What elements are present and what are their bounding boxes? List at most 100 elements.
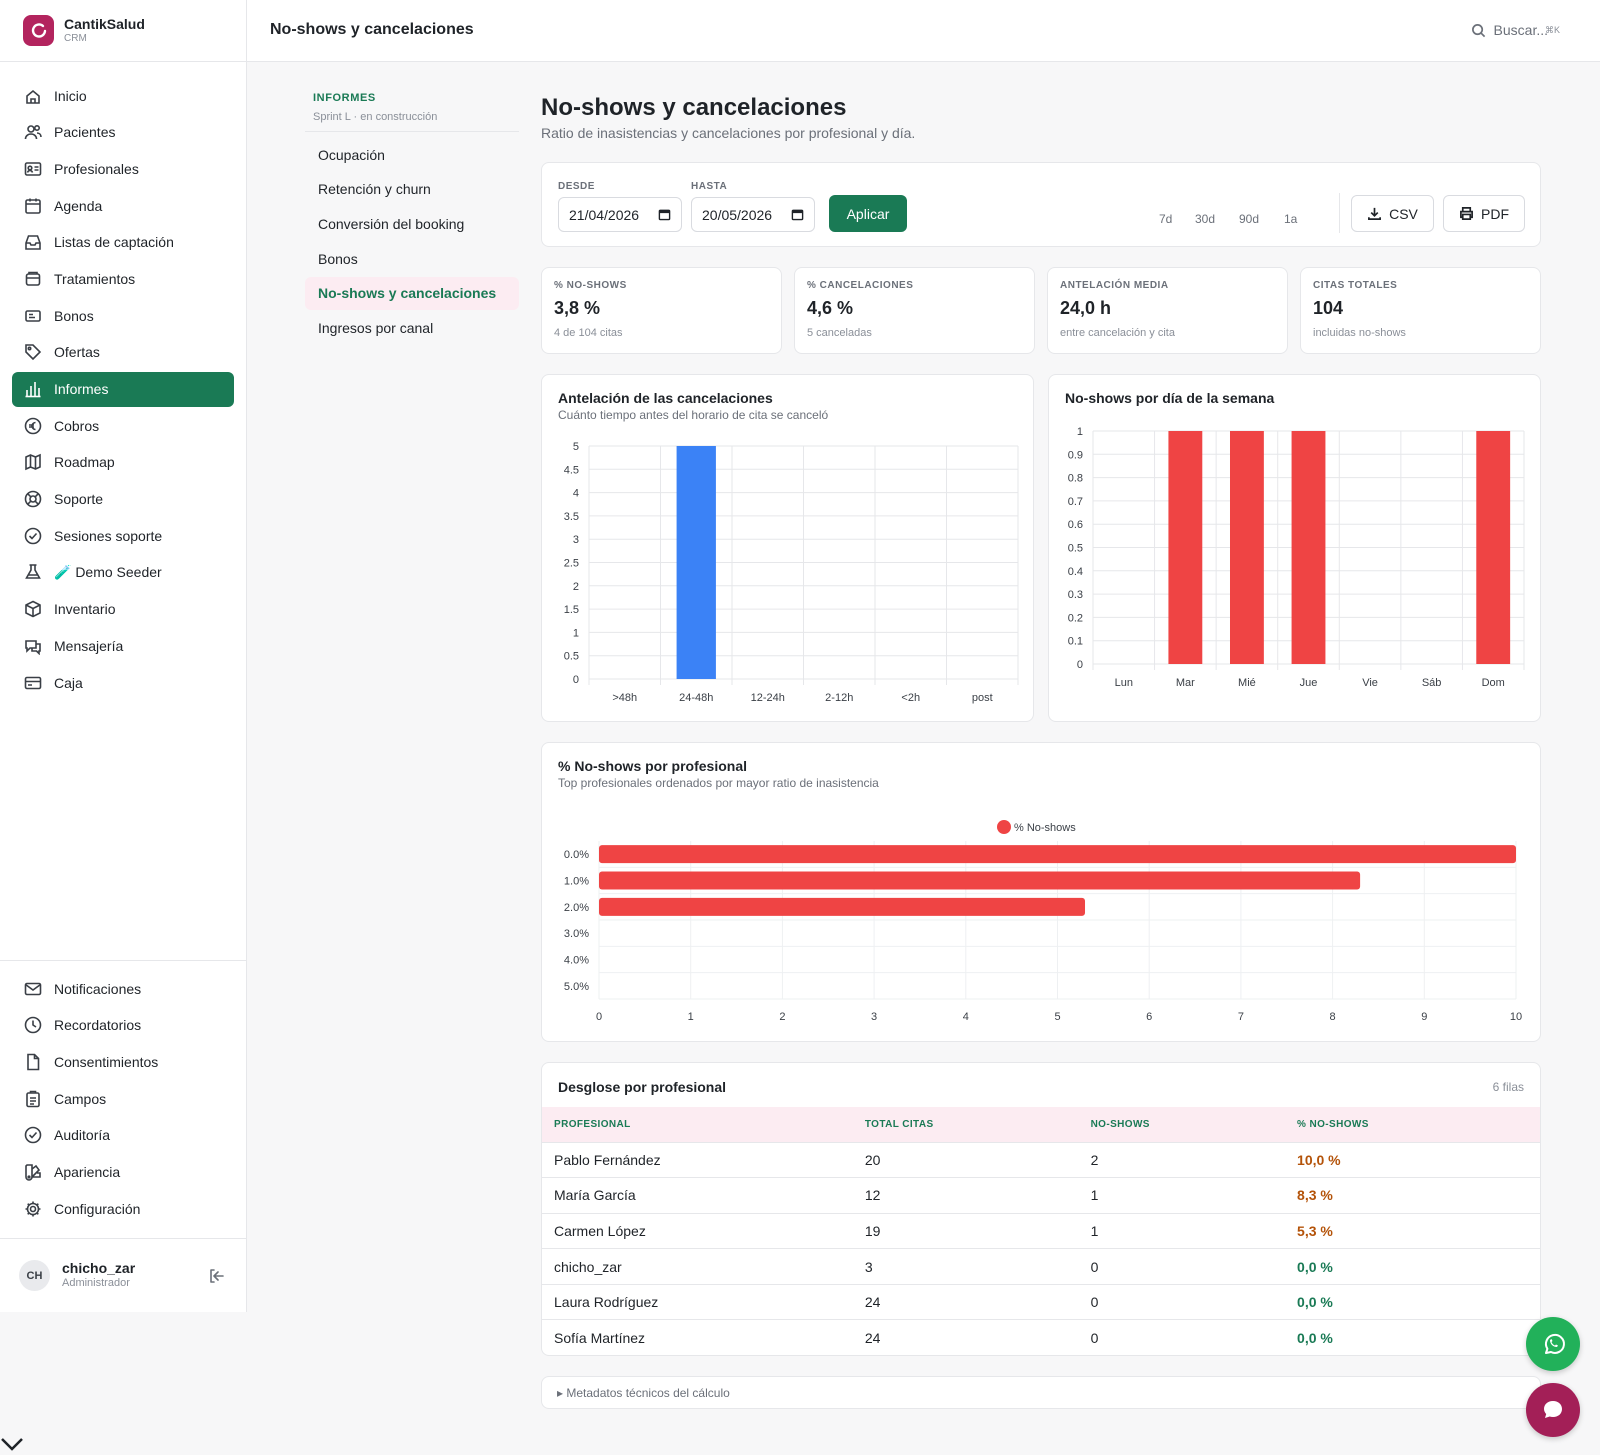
subnav-item-retencion-y-churn[interactable]: Retención y churn [318,181,431,198]
subnav-item-ocupacion[interactable]: Ocupación [318,146,385,163]
table-row[interactable]: Sofía Martínez 24 0 0,0 % [542,1319,1540,1355]
sidebar-item-bonos[interactable]: Bonos [12,298,234,333]
lead-time-chart: 0 0.5 1 1.5 2 2.5 3 3.5 4 4.5 5 >48h 24-48h 12-24h 2-1… [564,441,1019,704]
chart-subtitle: Cuánto tiempo antes del horario de cita … [558,408,829,422]
sidebar-item-inicio[interactable]: Inicio [12,78,234,113]
bar [1168,431,1203,664]
table-row[interactable]: Pablo Fernández 20 2 10,0 % [542,1141,1540,1178]
professional-name: María García [542,1177,865,1214]
x-tick-label: Lun [1115,677,1133,689]
csv-button[interactable]: CSV [1351,195,1434,232]
bar [599,897,1086,916]
avatar[interactable]: CH [19,1260,50,1291]
y-tick-label: 3.5 [564,511,579,523]
quick-range-30d[interactable]: 30d [1195,212,1216,226]
sidebar-item-campos[interactable]: Campos [12,1081,235,1116]
sidebar-item-roadmap[interactable]: Roadmap [12,445,234,480]
sidebar-item-label: Agenda [54,197,103,214]
sidebar-item-label: Apariencia [54,1163,121,1180]
clipboard-icon [26,1090,40,1107]
sidebar-item-label: Sesiones soporte [54,527,163,544]
whatsapp-button[interactable] [1526,1317,1580,1371]
sidebar-item-cobros[interactable]: Cobros [12,408,234,443]
sidebar-item-recordatorios[interactable]: Recordatorios [12,1008,235,1043]
table-row[interactable]: Carmen López 19 1 5,3 % [542,1212,1540,1249]
professional-name: Carmen López [542,1212,865,1249]
y-tick-label: 0 [573,674,579,686]
pdf-button[interactable]: PDF [1443,195,1525,232]
x-tick-label: <2h [901,692,920,704]
brand[interactable]: CantikSalud CRM [0,0,246,62]
x-tick-label: 3 [871,1011,877,1023]
subnav-item-bonos[interactable]: Bonos [318,250,358,267]
bar [599,871,1361,890]
to-date-input[interactable]: 20/05/2026 [691,197,815,232]
sidebar-item-mensajeria[interactable]: Mensajería [12,628,234,663]
x-tick-label: Sáb [1422,677,1442,689]
sidebar-item-pacientes[interactable]: Pacientes [12,115,234,150]
subnav-item-no-shows-y-cancelaciones[interactable]: No-shows y cancelaciones [305,276,519,310]
sidebar-item-auditoria[interactable]: Auditoría [12,1118,235,1153]
table-row[interactable]: chicho_zar 3 0 0,0 % [542,1248,1540,1285]
no-shows-count: 0 [1090,1319,1298,1355]
sidebar-item-label: Informes [54,381,109,397]
filters-card: DESDE 21/04/2026 HASTA 20/05/2026 Aplica… [541,162,1541,247]
sidebar-item-consentimientos[interactable]: Consentimientos [12,1044,235,1079]
mail-icon [24,982,42,995]
layers-icon [25,271,41,286]
user-role: Administrador [62,1277,130,1290]
table-row[interactable]: María García 12 1 8,3 % [542,1177,1540,1214]
apply-button[interactable]: Aplicar [829,195,907,232]
sidebar-item-label: Roadmap [54,454,115,471]
search-input[interactable]: Buscar... [1471,22,1548,38]
professional-name: Sofía Martínez [542,1319,865,1355]
y-tick-label: 0 [1077,659,1083,671]
weekday-chart: 0 0.1 0.2 0.3 0.4 0.5 0.6 0.7 0.8 0.9 1 Lun Mar Mié Ju… [1068,426,1525,689]
bar [676,446,716,679]
sidebar-item-apariencia[interactable]: Apariencia [12,1154,235,1189]
shield-check-icon [24,1126,42,1144]
sidebar-item-soporte[interactable]: Soporte [12,482,234,517]
logout-icon[interactable] [207,1267,225,1285]
sidebar-item-inventario[interactable]: Inventario [12,592,234,627]
calendar-icon [658,209,671,221]
quick-range-1a[interactable]: 1a [1284,212,1298,226]
column-header[interactable]: NO-SHOWS [1090,1107,1298,1142]
x-tick-label: 7 [1238,1011,1244,1023]
bar-chart-icon [25,382,41,398]
chevron-down-icon[interactable] [0,1437,24,1451]
sidebar-item-profesionales[interactable]: Profesionales [12,151,234,186]
from-date-input[interactable]: 21/04/2026 [558,197,682,232]
calendar-icon [25,198,41,214]
no-shows-count: 1 [1090,1212,1298,1249]
sidebar-item-caja[interactable]: Caja [12,665,234,700]
clock-icon [24,1016,42,1034]
sidebar-item-demo-seeder[interactable]: 🧪 Demo Seeder [12,555,234,590]
inbox-icon [25,235,41,251]
column-header[interactable]: TOTAL CITAS [864,1107,1091,1142]
sidebar-item-configuracion[interactable]: Configuración [12,1191,235,1226]
x-tick-label: 6 [1146,1011,1152,1023]
sidebar-item-tratamientos[interactable]: Tratamientos [12,261,234,296]
sidebar-item-ofertas[interactable]: Ofertas [12,335,234,370]
sidebar-item-notificaciones[interactable]: Notificaciones [12,971,235,1006]
tag-icon [25,344,42,361]
sidebar-item-informes[interactable]: Informes [12,371,234,407]
column-header[interactable]: % NO-SHOWS [1297,1107,1540,1142]
chat-button[interactable] [1526,1383,1580,1437]
sidebar-item-listas-de-captacion[interactable]: Listas de captación [12,225,234,260]
sidebar-item-sesiones-soporte[interactable]: Sesiones soporte [12,518,234,553]
metadata-details-toggle[interactable]: ▸ Metadatos técnicos del cálculo [541,1376,1541,1409]
table-row[interactable]: Laura Rodríguez 24 0 0,0 % [542,1283,1540,1320]
quick-range-90d[interactable]: 90d [1239,212,1260,226]
lead-time-chart-card: Antelación de las cancelaciones Cuánto t… [541,374,1034,722]
no-shows-percent: 0,0 % [1297,1248,1540,1285]
sidebar-item-agenda[interactable]: Agenda [12,188,234,223]
quick-range-7d[interactable]: 7d [1159,212,1173,226]
subnav-item-ingresos-por-canal[interactable]: Ingresos por canal [318,319,434,336]
sidebar-item-label: 🧪 Demo Seeder [54,563,162,580]
check-circle-icon [24,527,42,545]
subnav-item-conversion-del-booking[interactable]: Conversión del booking [318,215,465,232]
y-tick-label: 1 [573,627,579,639]
column-header[interactable]: PROFESIONAL [542,1107,865,1142]
